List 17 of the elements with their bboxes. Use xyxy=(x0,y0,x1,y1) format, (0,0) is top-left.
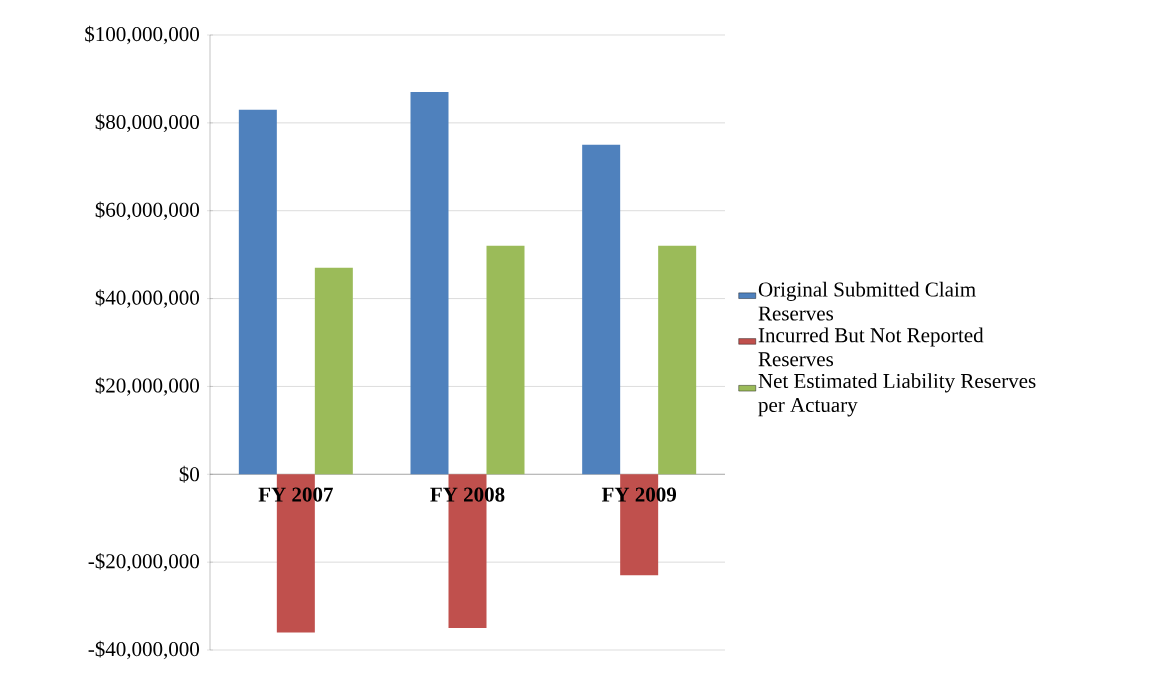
y-tick-label: $0 xyxy=(179,465,200,483)
legend-label: Incurred But Not Reported Reserves xyxy=(758,327,984,367)
y-tick-label: $40,000,000 xyxy=(95,289,200,308)
bar xyxy=(238,109,277,475)
y-tick-label: $100,000,000 xyxy=(85,25,200,45)
y-tick-label: -$40,000,000 xyxy=(88,640,200,660)
y-tick-label: $20,000,000 xyxy=(95,377,200,396)
bar xyxy=(314,267,353,475)
y-tick-label: $80,000,000 xyxy=(95,113,200,133)
y-tick-label: $60,000,000 xyxy=(95,201,200,220)
legend-label: Net Estimated Liability Reserves per Actuary xyxy=(758,373,1036,417)
y-tick-label: -$20,000,000 xyxy=(88,552,200,572)
legend-label: Original Submitted Claim Reserves xyxy=(758,281,976,321)
bar xyxy=(582,144,621,475)
bar xyxy=(658,245,697,475)
bar xyxy=(410,92,449,475)
bar xyxy=(486,245,525,475)
